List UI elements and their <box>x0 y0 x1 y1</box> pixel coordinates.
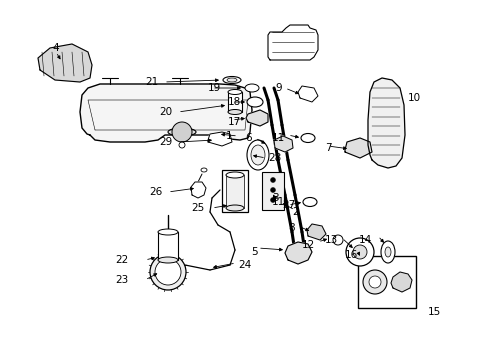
Text: 19: 19 <box>207 83 221 93</box>
Text: 22: 22 <box>115 255 128 265</box>
Bar <box>225 175 244 208</box>
Text: 14: 14 <box>358 235 371 245</box>
Polygon shape <box>285 242 311 264</box>
Text: 15: 15 <box>427 307 440 317</box>
Text: 21: 21 <box>144 77 158 87</box>
Bar <box>227 92 242 112</box>
Circle shape <box>155 259 181 285</box>
Ellipse shape <box>158 257 178 263</box>
Bar <box>158 232 178 260</box>
Polygon shape <box>245 110 267 126</box>
Circle shape <box>332 235 342 245</box>
Ellipse shape <box>201 168 206 172</box>
Text: 18: 18 <box>227 97 241 107</box>
Ellipse shape <box>301 134 314 143</box>
Text: 23: 23 <box>115 275 128 285</box>
Ellipse shape <box>225 205 244 211</box>
Circle shape <box>368 276 380 288</box>
Ellipse shape <box>226 78 237 82</box>
Text: 6: 6 <box>245 133 251 143</box>
Circle shape <box>352 245 366 259</box>
Text: 11: 11 <box>271 197 285 207</box>
Text: 13: 13 <box>324 235 337 245</box>
Circle shape <box>150 254 185 290</box>
Text: 17: 17 <box>227 117 241 127</box>
Ellipse shape <box>250 145 264 165</box>
Text: 12: 12 <box>301 240 314 250</box>
Text: 28: 28 <box>267 153 281 163</box>
Ellipse shape <box>246 97 263 107</box>
Text: 5: 5 <box>251 247 258 257</box>
Circle shape <box>172 122 192 142</box>
Bar <box>222 170 247 212</box>
Text: 20: 20 <box>159 107 172 117</box>
Ellipse shape <box>158 229 178 235</box>
Text: 1: 1 <box>225 131 231 141</box>
Polygon shape <box>38 44 92 82</box>
Ellipse shape <box>227 109 242 114</box>
Bar <box>357 256 415 308</box>
Polygon shape <box>80 84 251 142</box>
Text: 16: 16 <box>344 250 357 260</box>
Ellipse shape <box>303 198 316 207</box>
Ellipse shape <box>384 247 390 257</box>
Bar <box>262 172 284 210</box>
Polygon shape <box>207 132 231 146</box>
Text: 25: 25 <box>191 203 204 213</box>
Ellipse shape <box>227 90 242 95</box>
Text: 2: 2 <box>291 207 298 217</box>
Circle shape <box>179 142 184 148</box>
Text: 29: 29 <box>159 137 172 147</box>
Polygon shape <box>390 272 411 292</box>
Circle shape <box>362 270 386 294</box>
Circle shape <box>346 238 373 266</box>
Polygon shape <box>367 78 404 168</box>
Ellipse shape <box>246 140 268 170</box>
Polygon shape <box>273 136 292 152</box>
Ellipse shape <box>244 84 259 92</box>
Ellipse shape <box>223 77 241 84</box>
Text: 7: 7 <box>325 143 331 153</box>
Polygon shape <box>345 138 371 158</box>
Ellipse shape <box>168 128 196 136</box>
Ellipse shape <box>225 172 244 178</box>
Ellipse shape <box>380 241 394 263</box>
Circle shape <box>270 188 275 193</box>
Text: 10: 10 <box>407 93 420 103</box>
Text: 24: 24 <box>238 260 251 270</box>
Circle shape <box>270 198 275 202</box>
Text: 8: 8 <box>288 223 294 233</box>
Text: 27: 27 <box>282 200 295 210</box>
Polygon shape <box>191 182 205 198</box>
Polygon shape <box>297 86 317 102</box>
Text: 26: 26 <box>148 187 162 197</box>
Circle shape <box>270 177 275 183</box>
Text: 4: 4 <box>53 43 59 53</box>
Text: 11: 11 <box>271 133 285 143</box>
Polygon shape <box>306 224 325 240</box>
Text: 9: 9 <box>275 83 282 93</box>
Polygon shape <box>267 25 317 60</box>
Text: 3: 3 <box>271 193 278 203</box>
